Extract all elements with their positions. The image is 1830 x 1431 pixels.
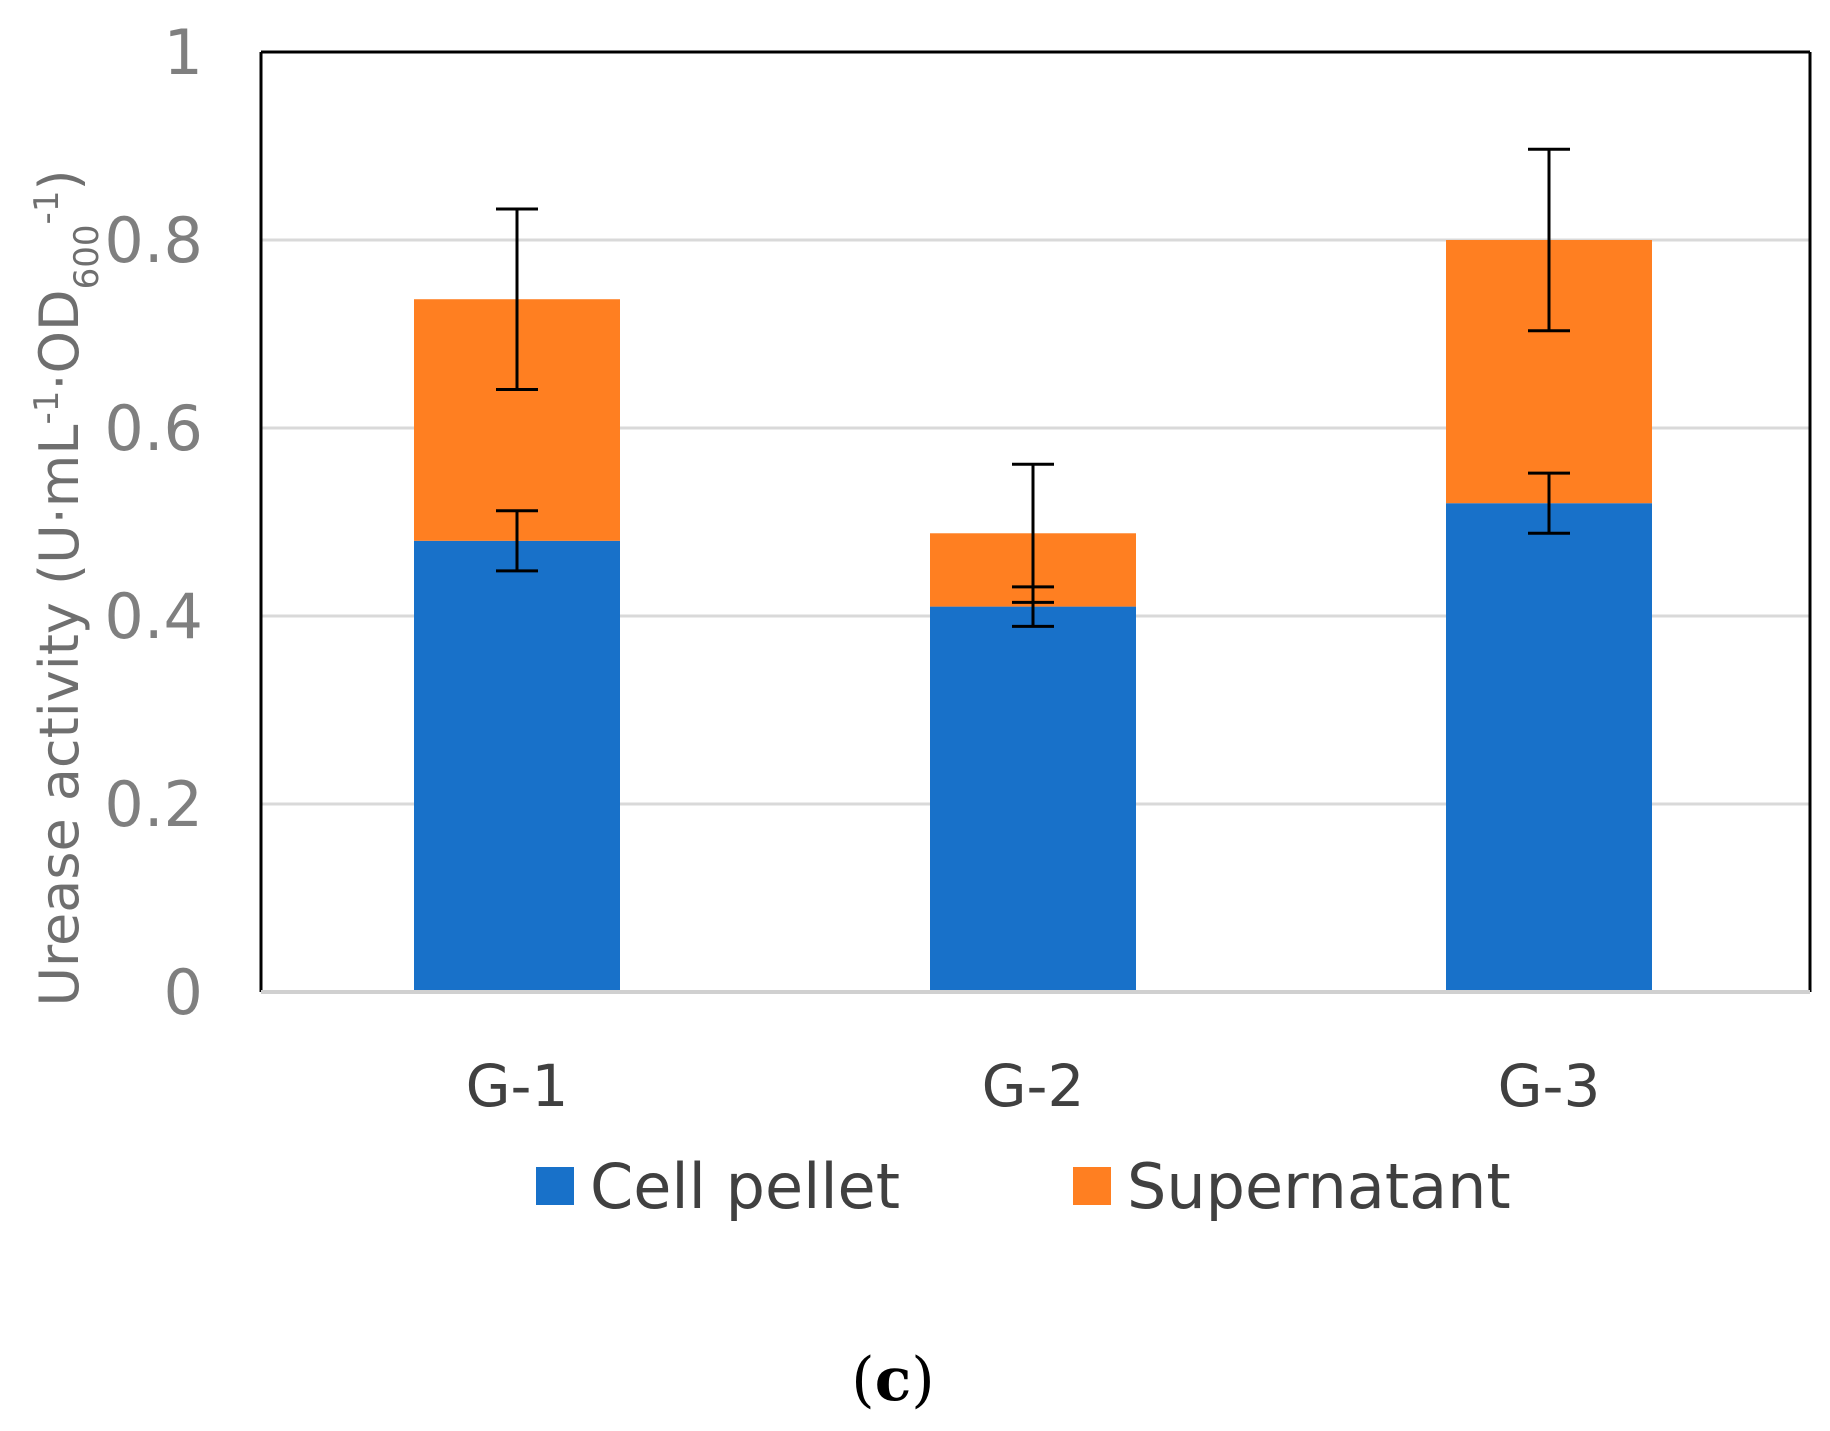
y-tick-label-0-4: 0.4 [104,580,203,653]
legend-swatch-supernatant [1073,1167,1111,1205]
legend-item-cell-pellet: Cell pellet [536,1150,900,1223]
bars [414,240,1652,992]
bar-g-2-cell-pellet [930,606,1136,992]
panel-label: (c) [851,1345,934,1415]
y-tick-label-0-8: 0.8 [104,204,203,277]
legend: Cell pellet Supernatant [536,1150,1511,1223]
x-tick-label-g-1: G-1 [466,1052,569,1120]
y-axis-ticks: 0 0.2 0.4 0.6 0.8 1 [104,16,203,1029]
error-bar-g-2-supernatant [1012,462,1054,604]
error-bar-g-1-supernatant [496,207,538,391]
y-axis-label: Urease activity (U·mL-1·OD600-1) [27,169,107,1006]
y-tick-label-1: 1 [164,16,203,89]
legend-label-supernatant: Supernatant [1127,1150,1511,1223]
legend-label-cell-pellet: Cell pellet [590,1150,900,1223]
error-bar-g-3-cell-pellet [1528,471,1570,535]
x-axis-ticks: G-1 G-2 G-3 [466,1052,1601,1120]
error-bar-g-1-cell-pellet [496,509,538,573]
y-tick-label-0-6: 0.6 [104,392,203,465]
plot-frame [259,50,1812,994]
x-tick-label-g-3: G-3 [1498,1052,1601,1120]
error-bars [496,147,1570,628]
legend-swatch-cell-pellet [536,1167,574,1205]
y-tick-label-0: 0 [164,956,203,1029]
bar-g-1-cell-pellet [414,540,620,992]
x-tick-label-g-2: G-2 [982,1052,1085,1120]
y-tick-label-0-2: 0.2 [104,768,203,841]
error-bar-g-3-supernatant [1528,147,1570,333]
bar-g-3-cell-pellet [1446,503,1652,992]
legend-item-supernatant: Supernatant [1073,1150,1511,1223]
